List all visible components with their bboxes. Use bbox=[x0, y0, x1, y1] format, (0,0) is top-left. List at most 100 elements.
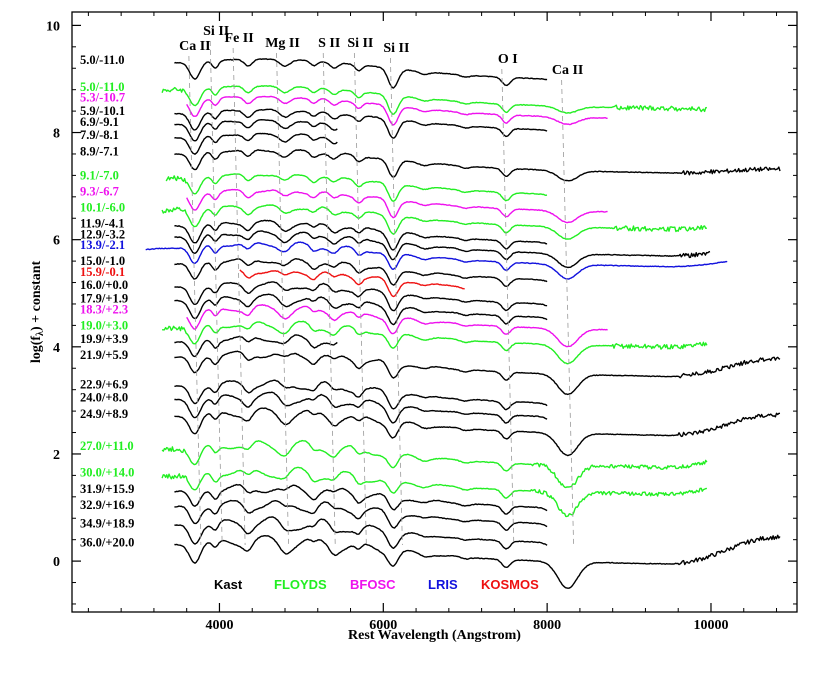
spectrum-phase-label: 7.9/-8.1 bbox=[80, 128, 119, 142]
spectrum-phase-label: 9.3/-6.7 bbox=[80, 184, 119, 198]
spectrum-line bbox=[174, 230, 711, 269]
spectrum-phase-label: 18.3/+2.3 bbox=[80, 302, 128, 316]
x-axis-title: Rest Wavelength (Angstrom) bbox=[348, 628, 521, 643]
spectrum-line bbox=[239, 269, 465, 298]
legend-entry: FLOYDS bbox=[274, 577, 327, 592]
legend-entry: KOSMOS bbox=[481, 577, 539, 592]
spectrum-line bbox=[186, 95, 608, 126]
spectrum-line bbox=[174, 534, 781, 589]
y-axis-title: log(fλ) + constant bbox=[29, 260, 46, 363]
spectrum-line bbox=[174, 350, 781, 396]
plot-frame bbox=[71, 11, 798, 613]
y-axis-title-subscript: λ bbox=[35, 331, 46, 336]
spectrum-phase-label: 30.0/+14.0 bbox=[80, 466, 134, 480]
spectrum-line bbox=[174, 281, 548, 312]
line-id-guide bbox=[390, 57, 403, 546]
line-id-guide bbox=[322, 52, 336, 546]
spectrum-line bbox=[174, 499, 548, 531]
spectrum-phase-label: 5.9/-10.1 bbox=[80, 104, 125, 118]
spectrum-line bbox=[174, 132, 338, 155]
line-id-label: Si II bbox=[203, 24, 229, 39]
spectrum-phase-label: 11.9/-4.1 bbox=[80, 217, 124, 231]
series-layer bbox=[145, 58, 781, 589]
spectrum-line bbox=[174, 379, 548, 411]
spectrum-line bbox=[161, 466, 708, 518]
spectrum-phase-label: 19.9/+3.9 bbox=[80, 332, 128, 346]
x-tick-label: 6000 bbox=[369, 618, 397, 633]
y-tick-label: 10 bbox=[46, 19, 60, 34]
spectrum-line bbox=[174, 119, 338, 142]
spectrum-line bbox=[174, 391, 548, 424]
spectrum-phase-label: 22.9/+6.9 bbox=[80, 377, 128, 391]
spectrum-line bbox=[174, 407, 781, 457]
spectrum-phase-label: 10.1/-6.0 bbox=[80, 201, 125, 215]
line-id-label: Ca II bbox=[179, 39, 211, 54]
y-tick-label: 4 bbox=[53, 341, 60, 356]
spectrum-phase-label: 19.0/+3.0 bbox=[80, 318, 128, 332]
legend-entry: Kast bbox=[214, 577, 243, 592]
spectrum-line bbox=[161, 204, 708, 240]
line-id-guides bbox=[188, 40, 575, 546]
spectrum-line bbox=[174, 516, 548, 550]
spectrum-phase-label: 16.0/+0.0 bbox=[80, 278, 128, 292]
spectrum-phase-label: 36.0/+20.0 bbox=[80, 535, 134, 549]
spectrum-phase-label: 34.9/+18.9 bbox=[80, 517, 134, 531]
line-id-label: S II bbox=[318, 36, 340, 51]
series-labels: 5.0/-11.05.0/-11.05.3/-10.75.9/-10.16.9/… bbox=[80, 53, 134, 549]
y-axis-title-main: log(f bbox=[29, 336, 44, 364]
line-id-label: O I bbox=[498, 52, 518, 67]
y-tick-label: 2 bbox=[53, 448, 60, 463]
spectrum-phase-label: 9.1/-7.0 bbox=[80, 168, 119, 182]
spectrum-line bbox=[174, 149, 781, 182]
spectrum-line bbox=[161, 85, 708, 115]
line-id-label: Si II bbox=[383, 41, 409, 56]
spectrum-phase-label: 32.9/+16.9 bbox=[80, 498, 134, 512]
spectrum-line bbox=[174, 334, 338, 358]
spectrum-phase-label: 15.0/-1.0 bbox=[80, 254, 125, 268]
x-tick-label: 4000 bbox=[205, 618, 233, 633]
line-id-guide bbox=[561, 79, 575, 546]
line-id-guide bbox=[501, 68, 515, 546]
spectrum-phase-label: 5.0/-11.0 bbox=[80, 53, 124, 67]
y-tick-label: 8 bbox=[53, 127, 60, 142]
spectrum-phase-label: 27.0/+11.0 bbox=[80, 439, 134, 453]
spectrum-line bbox=[174, 219, 548, 251]
spectrum-phase-label: 24.0/+8.0 bbox=[80, 391, 128, 405]
line-id-label: Fe II bbox=[225, 31, 254, 46]
spectrum-line bbox=[174, 258, 548, 287]
spectrum-line bbox=[165, 173, 548, 202]
line-id-label: Ca II bbox=[552, 63, 584, 78]
spectrum-phase-label: 6.9/-9.1 bbox=[80, 115, 119, 129]
spectrum-phase-label: 5.0/-11.0 bbox=[80, 80, 124, 94]
line-id-guide bbox=[353, 52, 367, 546]
line-id-label: Si II bbox=[347, 36, 373, 51]
axis-ticks: 4000 6000 8000 10000 0 2 4 6 8 10 bbox=[46, 12, 797, 633]
legend: Kast FLOYDS BFOSC LRIS KOSMOS bbox=[214, 577, 539, 592]
spectrum-phase-label: 24.9/+8.9 bbox=[80, 407, 128, 421]
x-tick-label: 8000 bbox=[533, 618, 561, 633]
spectrum-line bbox=[162, 320, 708, 365]
spectrum-phase-label: 13.9/-2.1 bbox=[80, 238, 125, 252]
spectrum-phase-label: 31.9/+15.9 bbox=[80, 482, 134, 496]
spectrum-phase-label: 15.9/-0.1 bbox=[80, 265, 125, 279]
line-id-guide bbox=[276, 52, 289, 546]
spectrum-phase-label: 17.9/+1.9 bbox=[80, 292, 128, 306]
spectrum-phase-label: 5.3/-10.7 bbox=[80, 91, 125, 105]
spectrum-phase-label: 12.9/-3.2 bbox=[80, 227, 125, 241]
line-id-guide bbox=[188, 55, 202, 546]
spectrum-line bbox=[174, 58, 548, 89]
line-id-label: Mg II bbox=[265, 36, 300, 51]
y-tick-label: 6 bbox=[53, 234, 60, 249]
y-tick-label: 0 bbox=[53, 555, 60, 570]
spectrum-line bbox=[174, 108, 548, 139]
spectrum-line bbox=[161, 439, 708, 489]
line-id-guide bbox=[232, 47, 246, 546]
spectrum-line bbox=[186, 188, 608, 224]
x-tick-label: 10000 bbox=[693, 618, 728, 633]
line-id-guide bbox=[209, 40, 223, 546]
legend-entry: BFOSC bbox=[350, 577, 396, 592]
legend-entry: LRIS bbox=[428, 577, 458, 592]
spectrum-phase-label: 21.9/+5.9 bbox=[80, 348, 128, 362]
